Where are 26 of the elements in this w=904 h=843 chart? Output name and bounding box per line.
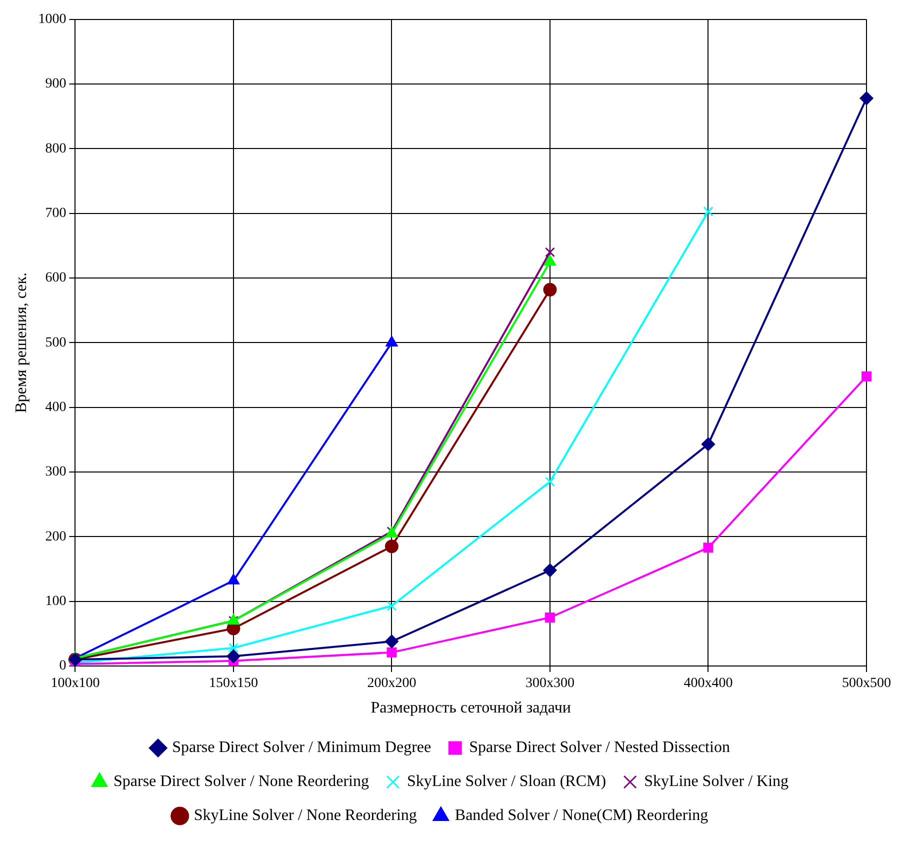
y-tick-label: 1000: [38, 12, 66, 28]
legend-label: SkyLine Solver / King: [644, 773, 789, 790]
x-axis-title: Размерность сеточной задачи: [370, 700, 572, 717]
legend-label: SkyLine Solver / Sloan (RCM): [406, 773, 606, 790]
y-axis-title: Время решения, сек.: [12, 272, 30, 413]
y-tick-label: 500: [45, 335, 66, 350]
x-tick-label: 150x150: [208, 676, 258, 692]
legend-label: Banded Solver / None(CM) Reordering: [454, 807, 708, 824]
x-tick-label: 400x400: [684, 676, 733, 692]
x-tick-label: 100x100: [50, 676, 100, 692]
y-tick-label: 800: [45, 141, 66, 156]
y-tick-label: 900: [45, 76, 66, 92]
x-tick-label: 500x500: [842, 676, 891, 692]
x-tick-label: 200x200: [367, 676, 416, 692]
y-tick-label: 700: [45, 206, 66, 222]
y-tick-label: 600: [45, 270, 66, 286]
legend-label: Sparse Direct Solver / None Reordering: [113, 773, 369, 790]
legend-label: Sparse Direct Solver / Minimum Degree: [172, 739, 432, 756]
x-tick-label: 300x300: [525, 676, 574, 692]
y-tick-label: 300: [45, 464, 66, 480]
legend-label: Sparse Direct Solver / Nested Dissection: [469, 739, 730, 756]
y-tick-label: 0: [59, 658, 66, 674]
y-tick-label: 400: [45, 400, 66, 416]
y-tick-label: 100: [45, 594, 66, 610]
legend-label: SkyLine Solver / None Reordering: [194, 807, 417, 824]
y-tick-label: 200: [45, 529, 66, 544]
